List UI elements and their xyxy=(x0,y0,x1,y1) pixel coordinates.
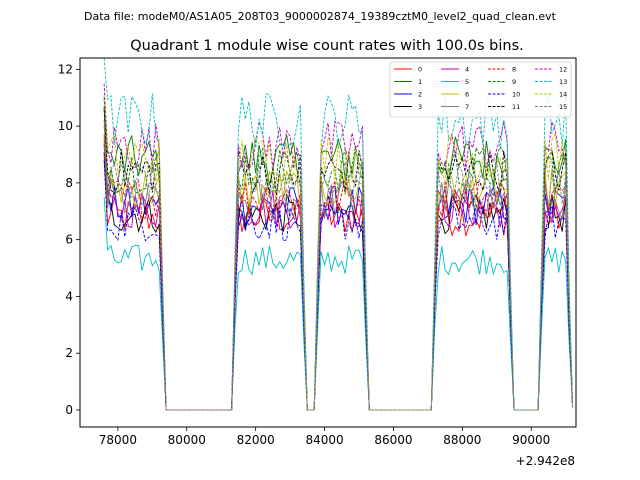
legend-label-15: 15 xyxy=(559,103,567,111)
legend-label-10: 10 xyxy=(512,91,520,99)
legend-label-13: 13 xyxy=(559,78,567,86)
y-axis: 0 2 4 6 8 10 12 xyxy=(58,62,80,417)
y-tick-label: 8 xyxy=(65,176,73,190)
x-tick-label: 86000 xyxy=(374,433,412,447)
series-line-4 xyxy=(103,145,574,411)
x-tick-label: 84000 xyxy=(305,433,343,447)
series-line-5 xyxy=(103,197,574,411)
series-line-7 xyxy=(103,137,574,411)
legend-label-14: 14 xyxy=(559,91,567,99)
series-line-12 xyxy=(103,83,574,411)
legend-label-6: 6 xyxy=(465,91,469,99)
series-line-15 xyxy=(103,120,574,411)
legend-label-5: 5 xyxy=(465,78,469,86)
y-tick-label: 12 xyxy=(58,62,73,76)
y-tick-label: 4 xyxy=(65,289,73,303)
x-tick-label: 90000 xyxy=(512,433,550,447)
series-line-11 xyxy=(103,109,574,411)
legend-label-11: 11 xyxy=(512,103,520,111)
legend-label-7: 7 xyxy=(465,103,469,111)
legend-label-12: 12 xyxy=(559,66,567,74)
plot-frame xyxy=(79,57,577,428)
x-tick-label: 82000 xyxy=(237,433,275,447)
legend-label-4: 4 xyxy=(465,66,469,74)
legend-label-3: 3 xyxy=(418,103,422,111)
x-tick-label: 78000 xyxy=(99,433,137,447)
data-file-label: Data file: modeM0/AS1A05_208T03_90000028… xyxy=(84,10,557,23)
chart-title: Quadrant 1 module wise count rates with … xyxy=(130,38,524,54)
y-tick-label: 10 xyxy=(58,119,73,133)
series-line-2 xyxy=(103,143,574,411)
series-line-14 xyxy=(103,94,574,411)
series-line-9 xyxy=(103,106,574,411)
x-offset-label: +2.942e8 xyxy=(516,454,575,468)
series-line-1 xyxy=(103,97,574,411)
y-tick-label: 2 xyxy=(65,346,73,360)
series-line-10 xyxy=(103,160,574,411)
y-tick-label: 6 xyxy=(65,233,73,247)
x-tick-label: 80000 xyxy=(168,433,206,447)
x-tick-label: 88000 xyxy=(443,433,481,447)
series-line-8 xyxy=(103,134,574,411)
plot-lines xyxy=(103,57,574,411)
legend-box xyxy=(389,61,572,118)
legend-label-2: 2 xyxy=(418,91,422,99)
legend-label-8: 8 xyxy=(512,66,516,74)
legend-label-0: 0 xyxy=(418,66,422,74)
x-axis: 78000 80000 82000 84000 86000 88000 90000 xyxy=(99,427,550,447)
y-tick-label: 0 xyxy=(65,403,73,417)
legend-label-9: 9 xyxy=(512,78,516,86)
legend-label-1: 1 xyxy=(418,78,422,86)
